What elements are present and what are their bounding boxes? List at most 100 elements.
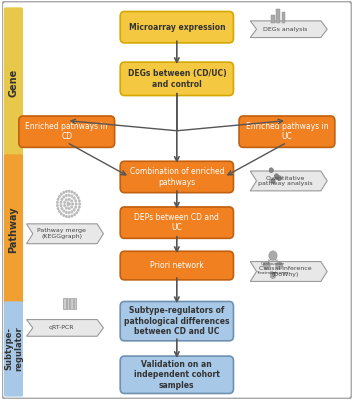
Circle shape (60, 212, 63, 215)
FancyBboxPatch shape (4, 154, 23, 305)
Polygon shape (26, 224, 103, 244)
Circle shape (62, 209, 65, 212)
Circle shape (75, 202, 78, 206)
Circle shape (73, 196, 76, 200)
Text: Gene: Gene (8, 69, 19, 97)
Circle shape (60, 201, 62, 204)
Text: qRT-PCR: qRT-PCR (49, 326, 74, 330)
Bar (282, 12, 285, 23)
Polygon shape (250, 21, 327, 38)
Circle shape (68, 202, 71, 206)
Circle shape (60, 192, 63, 196)
Text: Microarray expression: Microarray expression (128, 23, 225, 32)
Polygon shape (26, 320, 103, 336)
Circle shape (73, 208, 76, 212)
Circle shape (63, 201, 66, 204)
Circle shape (78, 202, 81, 206)
Text: Confounder: Confounder (261, 262, 285, 266)
Circle shape (74, 206, 77, 209)
Circle shape (78, 206, 81, 209)
FancyBboxPatch shape (120, 207, 233, 238)
Circle shape (67, 204, 69, 206)
Circle shape (274, 174, 279, 178)
Circle shape (270, 272, 276, 279)
Circle shape (71, 202, 74, 206)
FancyBboxPatch shape (120, 356, 233, 394)
Circle shape (77, 196, 80, 200)
Circle shape (63, 204, 66, 207)
Circle shape (62, 196, 65, 198)
Text: Quantitative
pathway analysis: Quantitative pathway analysis (258, 176, 313, 186)
Circle shape (56, 201, 59, 204)
FancyBboxPatch shape (120, 62, 233, 96)
Circle shape (68, 190, 71, 193)
Circle shape (65, 215, 68, 218)
Circle shape (276, 262, 283, 270)
Circle shape (68, 198, 71, 201)
Text: Pathway: Pathway (8, 206, 19, 253)
Circle shape (73, 213, 76, 216)
Polygon shape (250, 171, 327, 191)
Circle shape (65, 206, 68, 210)
Polygon shape (250, 262, 327, 282)
Bar (63, 298, 66, 309)
Text: Combination of enriched
pathways: Combination of enriched pathways (130, 167, 224, 187)
Text: Pathway merge
(KEGGgraph): Pathway merge (KEGGgraph) (37, 228, 86, 239)
Circle shape (68, 207, 71, 210)
Circle shape (68, 211, 71, 214)
Circle shape (74, 199, 77, 202)
Circle shape (57, 198, 59, 201)
Circle shape (70, 206, 73, 209)
Text: Enriched pathways in
CD: Enriched pathways in CD (25, 122, 108, 141)
FancyBboxPatch shape (120, 12, 233, 43)
Text: Subtype-
regulator: Subtype- regulator (4, 326, 23, 371)
Circle shape (62, 214, 65, 217)
Circle shape (73, 192, 76, 195)
Text: Priori network: Priori network (150, 261, 204, 270)
Circle shape (70, 199, 73, 202)
Bar (74, 298, 76, 309)
Circle shape (277, 176, 281, 180)
Circle shape (71, 210, 73, 213)
Circle shape (65, 211, 68, 214)
Circle shape (62, 191, 65, 194)
Circle shape (58, 210, 61, 213)
Circle shape (60, 207, 63, 210)
Circle shape (60, 204, 62, 207)
Circle shape (75, 194, 78, 197)
Circle shape (269, 168, 273, 172)
Text: Causal inference
(DoWhy): Causal inference (DoWhy) (259, 266, 312, 277)
Text: Treatment: Treatment (256, 272, 277, 276)
FancyBboxPatch shape (120, 302, 233, 341)
Circle shape (68, 215, 71, 218)
Bar (271, 15, 275, 23)
Bar (70, 298, 73, 309)
Circle shape (271, 178, 275, 183)
Circle shape (71, 194, 73, 198)
Circle shape (57, 207, 59, 210)
Circle shape (71, 190, 73, 194)
Text: Validation on an
independent cohort
samples: Validation on an independent cohort samp… (134, 360, 220, 390)
Circle shape (60, 198, 63, 201)
Circle shape (65, 194, 68, 197)
Bar (67, 298, 69, 309)
Circle shape (71, 214, 73, 218)
Circle shape (58, 195, 61, 198)
FancyBboxPatch shape (4, 7, 23, 158)
Circle shape (67, 201, 69, 204)
Text: DEPs between CD and
UC: DEPs between CD and UC (134, 213, 219, 232)
FancyBboxPatch shape (19, 116, 115, 147)
Bar (276, 9, 280, 23)
Text: DEGs analysis: DEGs analysis (263, 27, 308, 32)
Circle shape (68, 194, 71, 197)
Circle shape (269, 251, 277, 260)
Circle shape (56, 204, 59, 207)
Text: DEGs between (CD/UC)
and control: DEGs between (CD/UC) and control (127, 69, 226, 88)
Circle shape (78, 199, 81, 202)
Circle shape (65, 198, 68, 202)
Circle shape (263, 262, 270, 270)
Circle shape (65, 190, 68, 193)
FancyBboxPatch shape (120, 251, 233, 280)
Circle shape (75, 211, 78, 214)
Circle shape (77, 208, 80, 212)
